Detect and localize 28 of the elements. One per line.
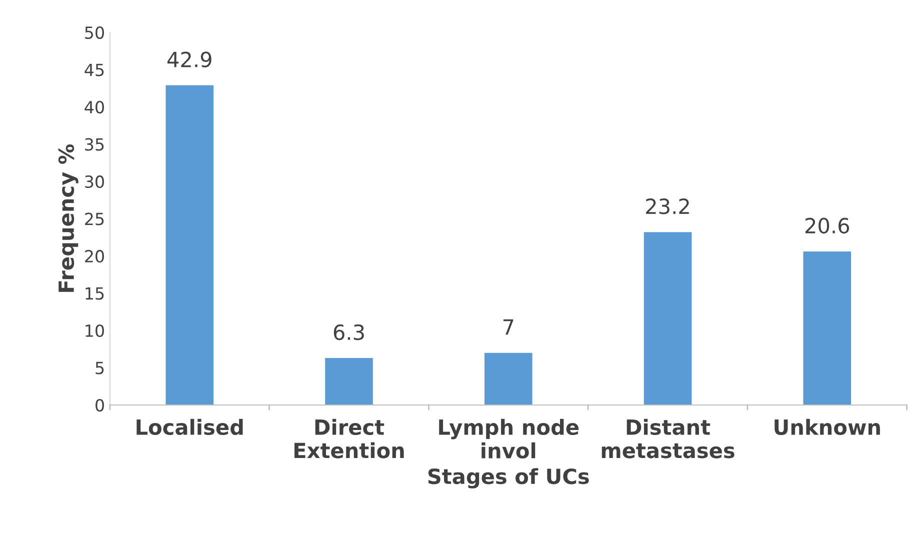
bar [166, 85, 214, 405]
data-label: 23.2 [646, 198, 689, 214]
y-tick-label: 0 [96, 398, 104, 412]
y-tick-label: 45 [84, 64, 104, 76]
bar [484, 352, 532, 405]
x-tick-label: Distant metastases [602, 418, 734, 458]
y-tick-label: 5 [96, 362, 104, 374]
y-tick-label: 50 [85, 26, 104, 39]
bar [325, 358, 373, 405]
data-label: 6.3 [334, 324, 364, 340]
y-axis-title: Frequency % [58, 144, 78, 292]
bar [803, 251, 852, 405]
bar [644, 232, 692, 405]
y-tick-label: 30 [85, 175, 104, 188]
x-tick-label: Direct Extention [294, 418, 404, 458]
data-label: 7 [503, 319, 514, 335]
data-label: 20.6 [805, 218, 850, 234]
y-tick-label: 10 [86, 324, 104, 338]
x-tick-label: Localised [136, 418, 243, 436]
y-tick-label: 35 [85, 138, 104, 151]
y-tick-label: 40 [84, 100, 104, 114]
y-tick-label: 20 [85, 250, 104, 263]
y-tick-label: 15 [86, 287, 104, 300]
y-tick-label: 25 [85, 212, 104, 226]
x-axis-title: Stages of UCs [428, 468, 589, 488]
data-label: 42.9 [167, 52, 212, 68]
x-tick-label: Lymph node invol [439, 418, 579, 459]
x-tick-label: Unknown [774, 418, 880, 436]
